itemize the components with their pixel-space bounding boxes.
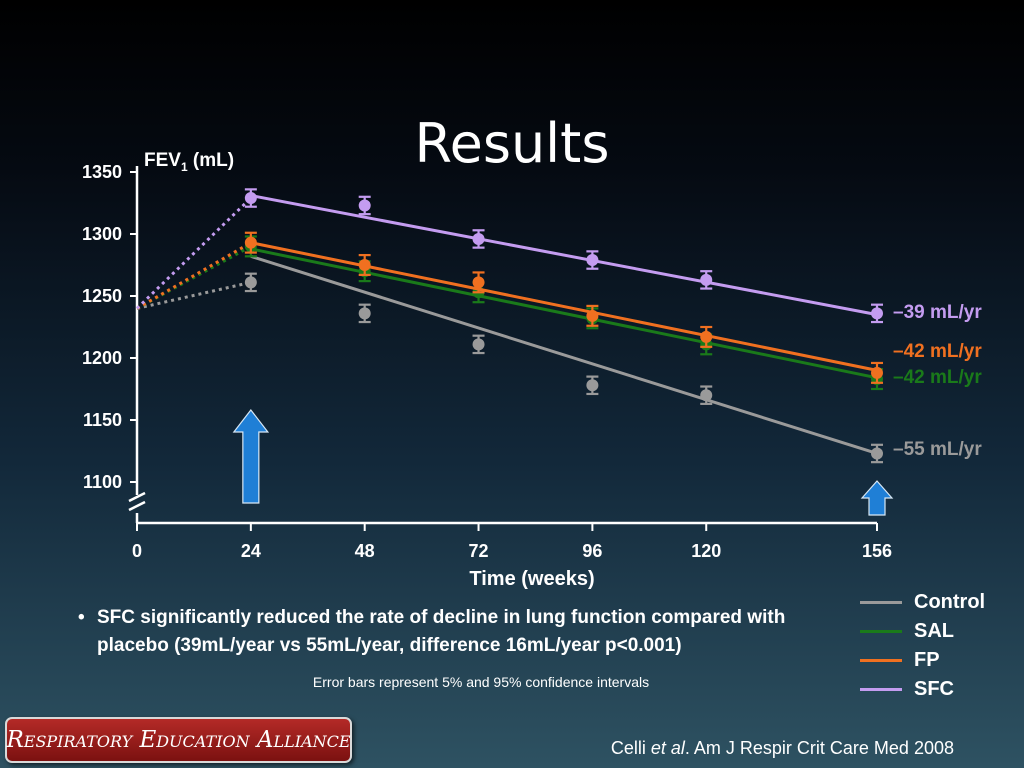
legend-swatch-sal (860, 630, 902, 633)
axis-break-mark (128, 500, 146, 512)
result-bullet-text: SFC significantly reduced the rate of de… (97, 607, 786, 656)
citation-et-al: et al (650, 738, 685, 758)
legend-swatch-sfc (860, 688, 902, 691)
y-tick-label: 1150 (83, 410, 122, 430)
bullet-dot-icon: • (78, 607, 85, 628)
data-point-fp (871, 366, 884, 379)
series-fit-line-control (250, 254, 878, 455)
x-tick-label: 120 (691, 541, 721, 561)
series-fit-line-fp (250, 241, 878, 372)
slope-label-sal: –42 mL/yr (893, 367, 982, 388)
y-tick-label: 1250 (82, 286, 122, 306)
data-point-fp (472, 276, 485, 289)
result-bullet: • SFC significantly reduced the rate of … (78, 604, 848, 660)
data-point-sfc (700, 273, 713, 286)
treatment-arrow-icon (860, 480, 894, 516)
legend-swatch-control (860, 601, 902, 604)
x-tick-label: 96 (582, 541, 602, 561)
y-tick-label: 1300 (82, 224, 122, 244)
legend-label-control: Control (914, 591, 986, 613)
legend-swatch-fp (860, 659, 902, 662)
fev1-line-chart: 1100 1150 1200 1250 1300 1350 0 24 48 72 96 120 156 F… (82, 150, 983, 590)
legend-label-sfc: SFC (914, 678, 954, 700)
x-tick-label: 24 (241, 541, 261, 561)
respiratory-education-alliance-logo: Respiratory Education Alliance (5, 717, 352, 763)
data-point-control (358, 307, 371, 320)
series-baseline-control (136, 280, 252, 310)
data-point-sfc (472, 232, 485, 245)
citation-authors: Celli (610, 738, 646, 758)
y-tick-label: 1200 (82, 348, 122, 368)
legend-label-sal: SAL (914, 620, 954, 642)
x-tick-label: 48 (355, 541, 375, 561)
data-point-fp (700, 330, 713, 343)
legend-item-control: Control (860, 588, 985, 617)
treatment-arrow-icon (232, 409, 270, 504)
data-point-control (700, 389, 713, 402)
series-baseline-sfc (135, 196, 252, 310)
data-point-sfc (244, 192, 257, 205)
error-bar-note: Error bars represent 5% and 95% confiden… (312, 674, 650, 690)
data-point-sfc (358, 199, 371, 212)
slope-label-sfc: –39 mL/yr (893, 302, 982, 323)
citation-journal: . Am J Respir Crit Care Med 2008 (684, 738, 954, 758)
x-tick-label: 156 (862, 541, 892, 561)
slope-label-control: –55 mL/yr (893, 439, 982, 460)
legend-label-fp: FP (914, 649, 940, 671)
series-baseline-sal (136, 245, 252, 310)
y-axis-title: FEV1 (mL) (144, 150, 234, 174)
slope-label-fp: –42 mL/yr (893, 341, 982, 362)
x-tick-label: 0 (132, 541, 142, 561)
x-tick-label: 72 (469, 541, 489, 561)
x-axis-title: Time (weeks) (469, 568, 594, 590)
series-baseline-fp (136, 241, 252, 310)
data-point-control (871, 447, 884, 460)
slide-title: Results (414, 112, 610, 175)
data-point-fp (586, 309, 599, 322)
citation: Celli et al. Am J Respir Crit Care Med 2… (611, 738, 954, 759)
legend-item-sal: SAL (860, 617, 985, 646)
y-tick-label: 1100 (83, 472, 122, 492)
data-point-sfc (871, 307, 884, 320)
chart-legend: Control SAL FP SFC (860, 588, 985, 704)
data-point-fp (358, 259, 371, 271)
y-tick-label: 1350 (82, 162, 122, 182)
series-fit-line-sal (250, 247, 878, 380)
data-point-sfc (586, 254, 599, 267)
legend-item-fp: FP (860, 646, 985, 675)
data-point-fp (244, 236, 257, 249)
data-point-control (472, 338, 485, 351)
series-fit-line-sfc (250, 194, 878, 317)
data-point-control (244, 276, 257, 289)
axis-break-mark (128, 491, 146, 503)
data-point-control (586, 379, 599, 392)
legend-item-sfc: SFC (860, 675, 985, 704)
